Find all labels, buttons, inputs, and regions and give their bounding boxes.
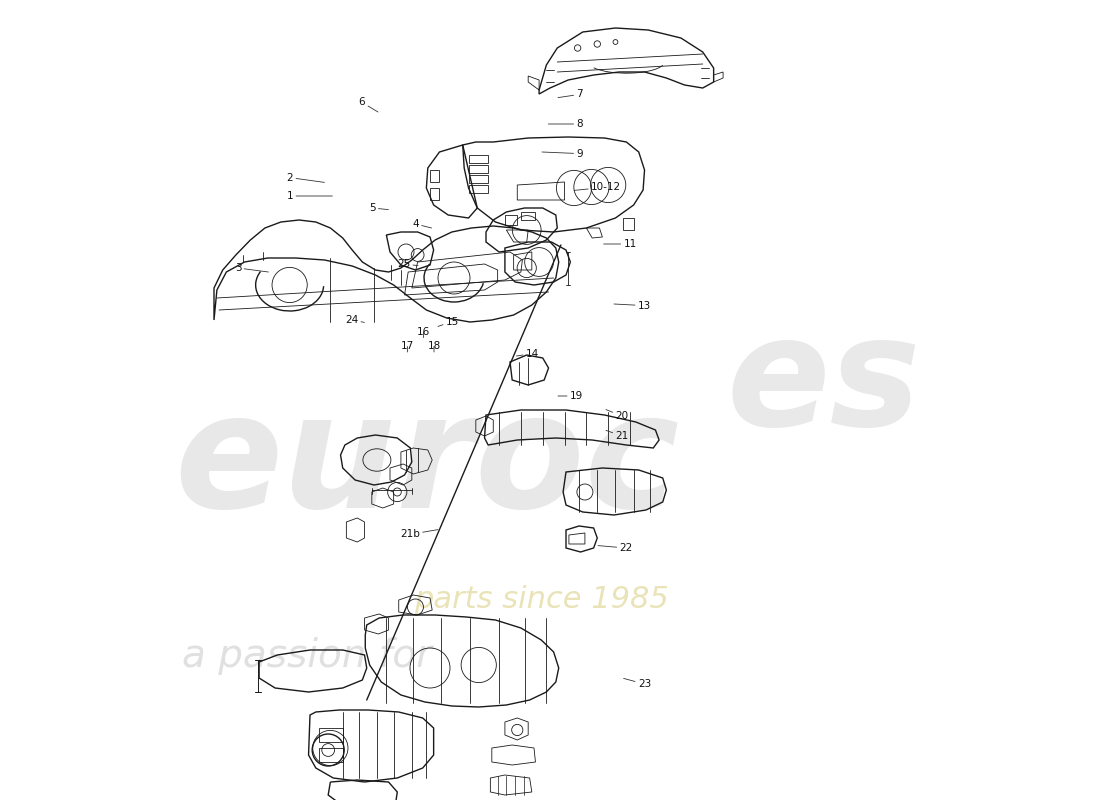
Text: 19: 19 bbox=[558, 391, 583, 401]
Text: 1: 1 bbox=[287, 191, 332, 201]
Text: 24: 24 bbox=[345, 315, 364, 325]
Text: 2: 2 bbox=[287, 173, 324, 182]
Text: 23: 23 bbox=[624, 678, 651, 689]
Text: 18: 18 bbox=[428, 342, 441, 352]
Text: parts since 1985: parts since 1985 bbox=[414, 586, 669, 614]
Text: euroc: euroc bbox=[174, 386, 680, 542]
Text: 25: 25 bbox=[397, 259, 418, 269]
Text: 17: 17 bbox=[402, 342, 415, 352]
Text: 6: 6 bbox=[359, 98, 378, 112]
Text: 5: 5 bbox=[370, 203, 388, 213]
Text: a passion for: a passion for bbox=[182, 637, 432, 675]
Text: 16: 16 bbox=[417, 327, 430, 338]
Text: 7: 7 bbox=[558, 90, 583, 99]
Text: 21: 21 bbox=[606, 430, 628, 441]
Text: 22: 22 bbox=[598, 543, 632, 553]
Text: es: es bbox=[726, 310, 921, 458]
Text: 15: 15 bbox=[438, 317, 459, 326]
Text: 3: 3 bbox=[234, 263, 268, 273]
Text: 8: 8 bbox=[549, 119, 583, 129]
Text: 10-12: 10-12 bbox=[574, 182, 622, 192]
Text: 20: 20 bbox=[606, 410, 628, 421]
Text: 9: 9 bbox=[542, 149, 583, 158]
Text: 4: 4 bbox=[412, 219, 431, 229]
Text: 13: 13 bbox=[614, 301, 651, 310]
Text: 21b: 21b bbox=[400, 530, 438, 539]
Text: 14: 14 bbox=[516, 349, 539, 358]
Text: 11: 11 bbox=[604, 239, 637, 249]
